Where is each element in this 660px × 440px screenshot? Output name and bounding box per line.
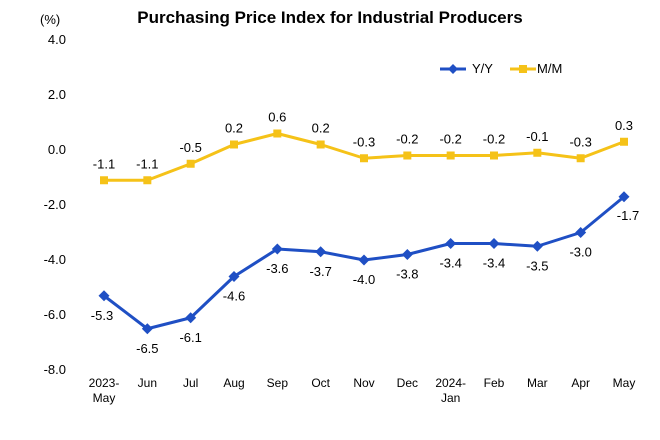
data-point-yy <box>531 240 543 252</box>
data-label: -4.6 <box>223 289 245 304</box>
y-tick-label: 0.0 <box>48 142 66 157</box>
data-point-yy <box>315 246 327 258</box>
data-label: -0.3 <box>569 134 591 149</box>
x-tick-label: Apr <box>571 376 590 390</box>
data-point-yy <box>271 243 283 255</box>
data-point-yy <box>401 249 413 260</box>
data-label: -0.2 <box>396 132 418 147</box>
data-label: -1.7 <box>617 208 639 223</box>
x-tick-label: Feb <box>484 376 505 390</box>
data-label: -1.1 <box>136 156 158 171</box>
data-point-yy <box>358 254 370 266</box>
data-point-yy <box>185 312 197 324</box>
data-point-yy <box>228 271 240 282</box>
data-point-mm <box>533 148 542 157</box>
legend-label: M/M <box>537 61 562 76</box>
data-label: -6.1 <box>179 330 201 345</box>
data-label: 0.3 <box>615 118 633 133</box>
x-tick-label: 2024- <box>435 376 466 390</box>
data-label: -3.4 <box>439 256 461 271</box>
x-tick-label: Jun <box>138 376 157 390</box>
y-tick-label: -8.0 <box>44 362 66 377</box>
data-point-mm <box>143 176 152 185</box>
data-point-yy <box>141 323 153 335</box>
data-label: -3.4 <box>483 256 505 271</box>
data-point-mm <box>230 140 238 149</box>
legend-marker <box>448 64 458 74</box>
x-tick-label: Oct <box>311 376 330 390</box>
y-tick-label: -6.0 <box>44 307 66 322</box>
x-tick-label: Mar <box>527 376 548 390</box>
data-label: -3.7 <box>309 264 331 279</box>
data-point-mm <box>273 129 282 138</box>
y-tick-label: 2.0 <box>48 87 66 102</box>
data-point-yy <box>98 290 110 302</box>
x-tick-label: Dec <box>397 376 418 390</box>
x-tick-label: Jan <box>441 391 460 405</box>
data-point-yy <box>618 191 630 203</box>
data-point-mm <box>620 137 628 146</box>
data-label: -0.2 <box>483 132 505 147</box>
data-point-mm <box>186 159 195 168</box>
data-label: -4.0 <box>353 272 375 287</box>
data-point-mm <box>316 140 325 149</box>
data-label: -6.5 <box>136 341 158 356</box>
x-tick-label: 2023- <box>89 376 120 390</box>
y-tick-label: 4.0 <box>48 32 66 47</box>
y-tick-label: -4.0 <box>44 252 66 267</box>
data-label: -3.0 <box>569 245 591 260</box>
data-point-mm <box>446 151 455 160</box>
data-label: 0.2 <box>225 121 243 136</box>
data-point-mm <box>100 176 108 185</box>
y-axis-unit-label: (%) <box>40 12 61 27</box>
data-label: -5.3 <box>91 308 113 323</box>
y-tick-label: -2.0 <box>44 197 66 212</box>
data-label: -0.3 <box>353 134 375 149</box>
data-label: -3.8 <box>396 267 418 282</box>
data-label: -3.6 <box>266 261 288 276</box>
data-label: 0.6 <box>268 110 286 125</box>
data-point-yy <box>575 227 587 238</box>
data-point-mm <box>360 154 368 163</box>
data-point-yy <box>488 238 500 249</box>
data-label: -1.1 <box>93 156 115 171</box>
data-point-mm <box>403 151 412 160</box>
data-point-mm <box>576 154 585 163</box>
x-tick-label: May <box>613 376 636 390</box>
data-label: -0.2 <box>439 132 461 147</box>
x-tick-label: Jul <box>183 376 198 390</box>
x-tick-label: Sep <box>267 376 289 390</box>
data-point-mm <box>490 151 498 160</box>
legend-marker <box>519 65 527 73</box>
legend-label: Y/Y <box>472 61 493 76</box>
data-label: 0.2 <box>312 121 330 136</box>
data-label: -0.5 <box>179 140 201 155</box>
x-tick-label: May <box>93 391 116 405</box>
data-label: -0.1 <box>526 129 548 144</box>
data-label: -3.5 <box>526 258 548 273</box>
data-point-yy <box>445 238 457 249</box>
x-tick-label: Aug <box>223 376 244 390</box>
chart-title: Purchasing Price Index for Industrial Pr… <box>137 8 523 27</box>
x-tick-label: Nov <box>353 376 374 390</box>
